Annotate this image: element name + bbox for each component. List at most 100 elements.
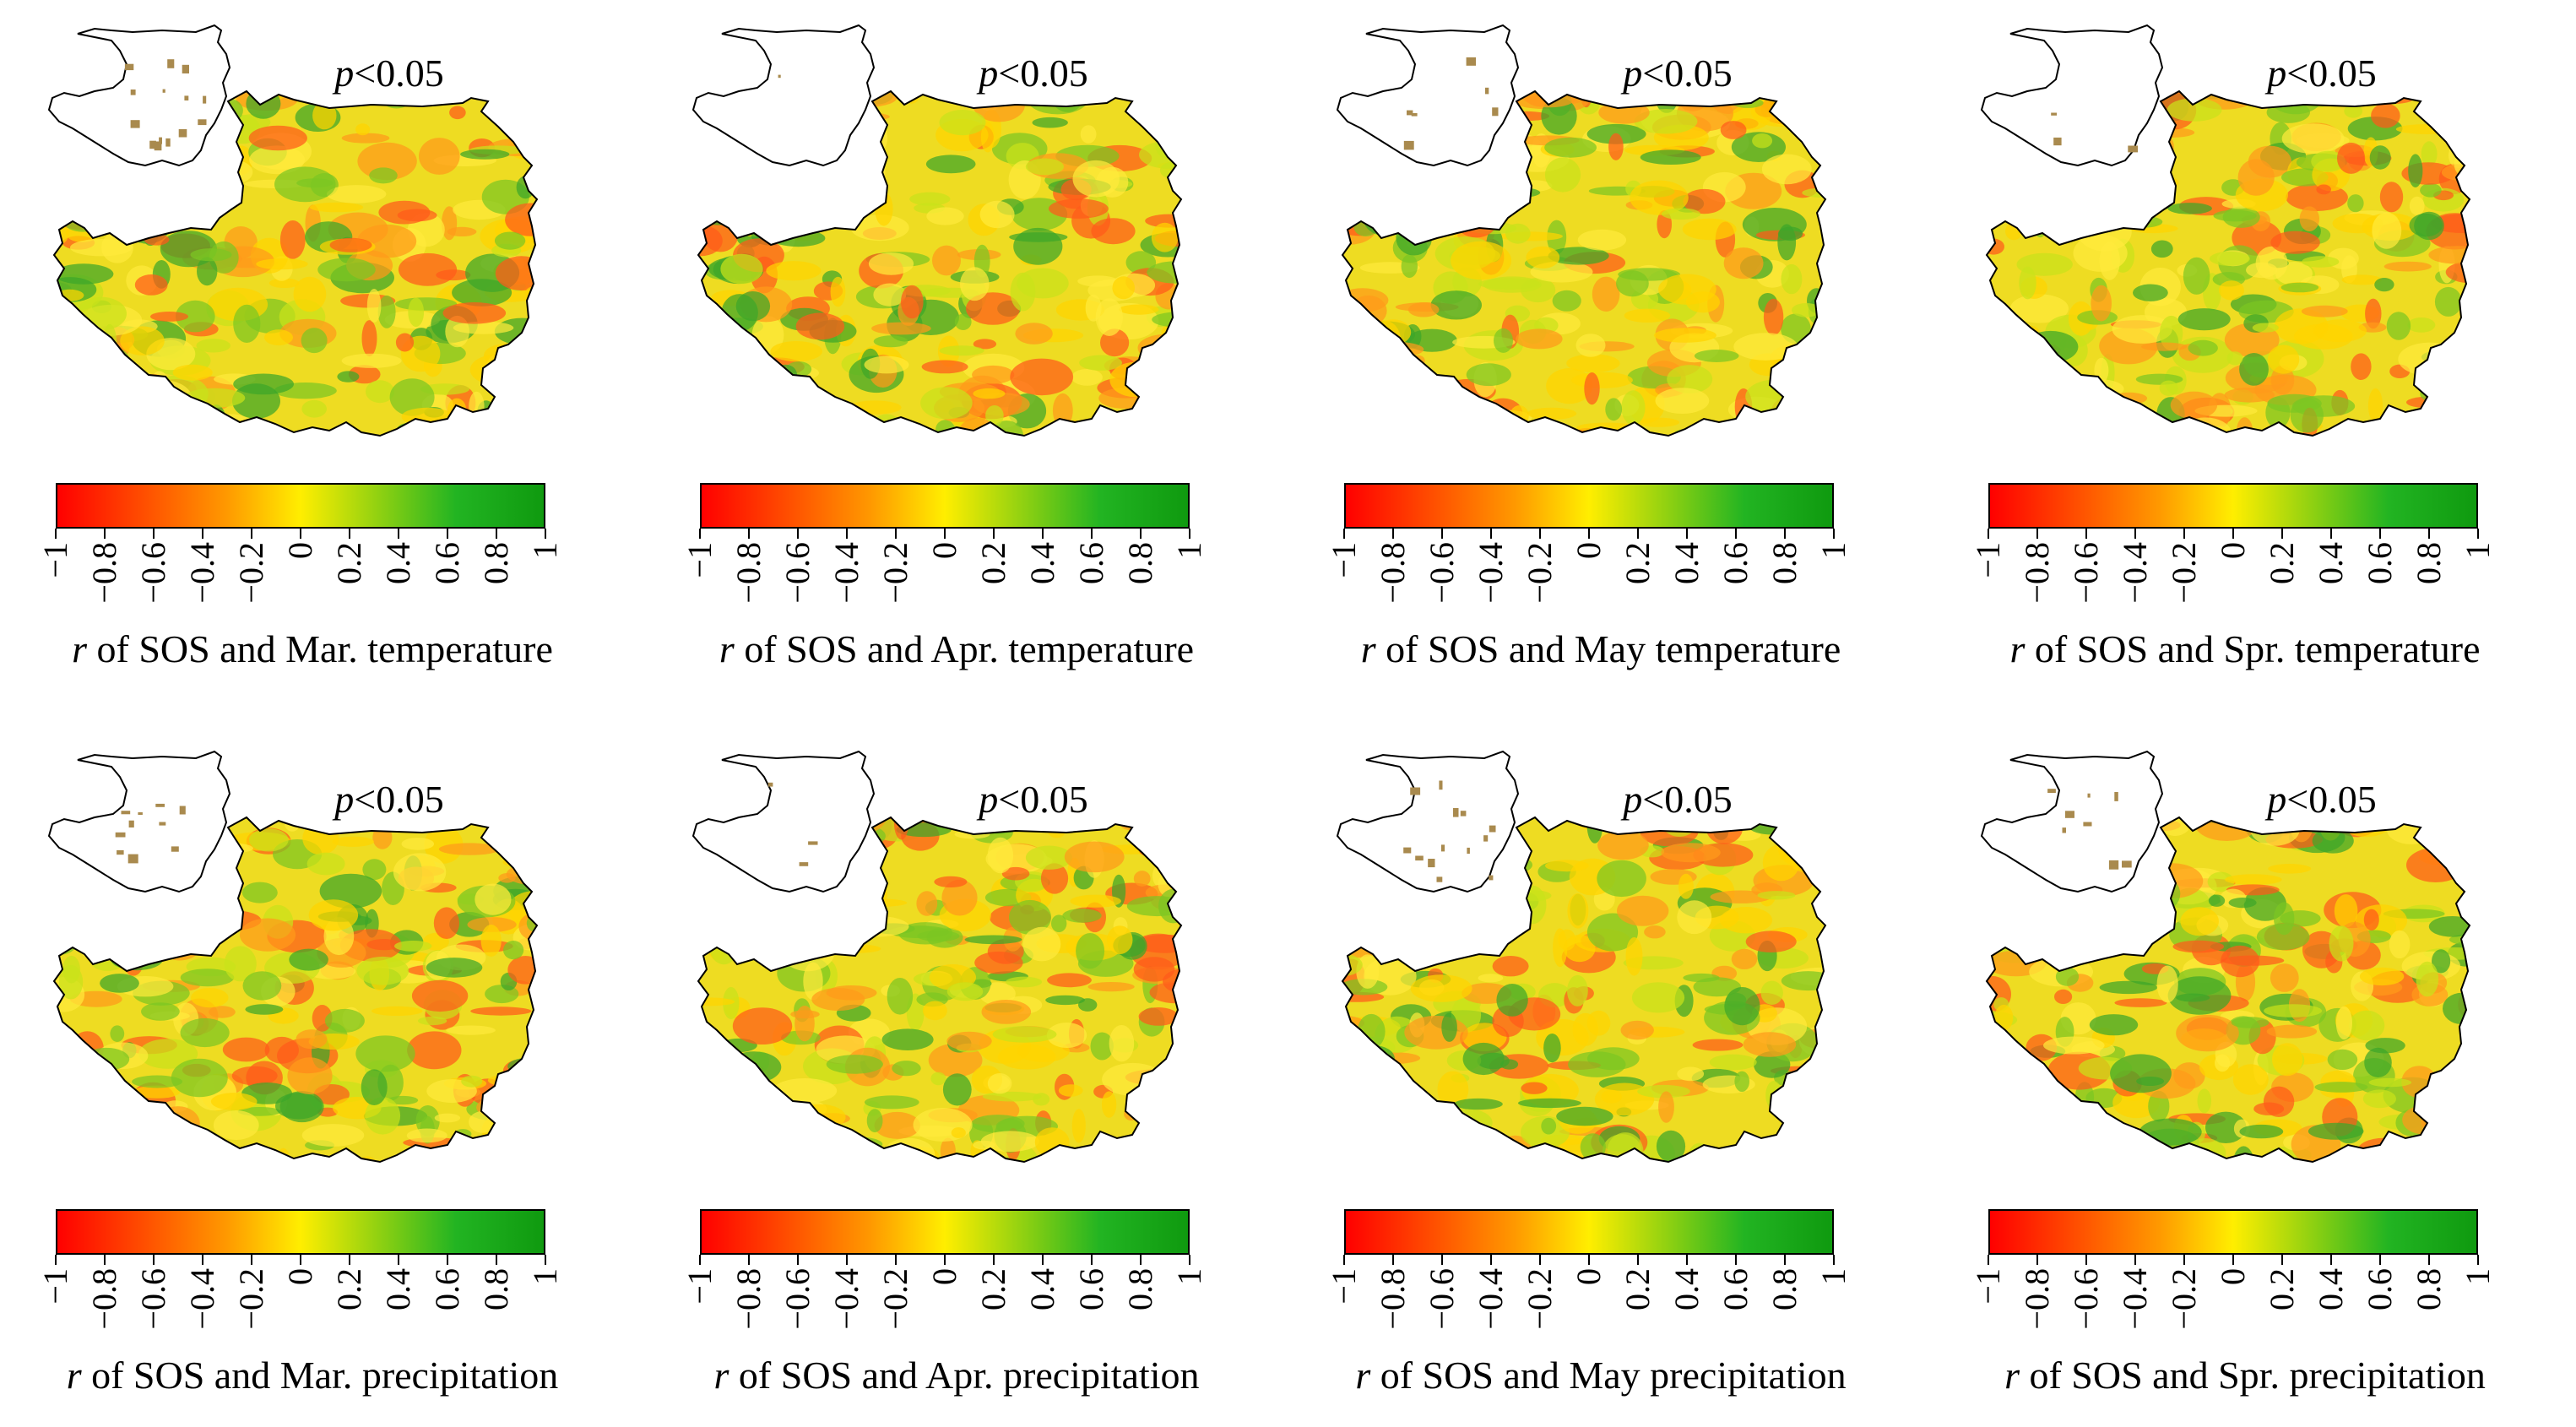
colorbar-tick-label: 0.6 [1716, 542, 1754, 584]
correlation-patch [1478, 278, 1540, 290]
significant-cell [799, 862, 809, 866]
correlation-patch [256, 258, 308, 270]
correlation-patch [54, 909, 73, 933]
correlation-patch [1782, 827, 1825, 859]
correlation-patch [1376, 187, 1417, 207]
correlation-patch [925, 155, 976, 174]
correlation-patch [2136, 1077, 2165, 1086]
map-panel: p<0.05 −1 −0.8 −0.6 −0.4 −0.2 0 0.2 0.4 0.6 0.8 1 r … [1314, 0, 1957, 701]
correlation-patch [377, 295, 396, 328]
correlation-patch [1762, 422, 1787, 436]
correlation-patch [302, 822, 339, 855]
correlation-patch [366, 380, 394, 404]
correlation-patch [2308, 1122, 2364, 1140]
correlation-patch [735, 291, 771, 322]
correlation-patch [704, 1152, 743, 1162]
correlation-map [1336, 24, 1827, 437]
correlation-patch [2167, 98, 2222, 122]
correlation-patch [1603, 1134, 1642, 1162]
correlation-patch [2099, 241, 2120, 280]
correlation-patch [2398, 342, 2461, 377]
correlation-patch [2135, 182, 2169, 198]
correlation-patch [1151, 222, 1179, 252]
correlation-patch [868, 252, 914, 275]
correlation-patch [973, 388, 1006, 399]
correlation-patch [1575, 334, 1606, 357]
correlation-patch [1580, 1133, 1606, 1161]
significant-cell [778, 74, 781, 79]
correlation-patch [1133, 957, 1175, 982]
correlation-patch [850, 214, 909, 241]
correlation-patch [489, 377, 512, 390]
correlation-patch [2453, 823, 2467, 838]
correlation-patch [475, 883, 512, 915]
correlation-patch [55, 289, 84, 301]
correlation-patch [1025, 158, 1064, 176]
correlation-patch [837, 877, 888, 911]
colorbar [700, 483, 1190, 529]
colorbar-tick-label: 0.8 [1765, 542, 1803, 584]
significant-cell [155, 803, 165, 807]
correlation-patch [378, 200, 431, 225]
significant-cell [154, 141, 162, 151]
correlation-patch [341, 133, 390, 144]
correlation-patch [1721, 417, 1783, 436]
correlation-patch [1780, 1147, 1814, 1162]
correlation-patch [980, 1131, 1039, 1152]
correlation-patch [1454, 1098, 1503, 1110]
correlation-patch [740, 1131, 779, 1162]
correlation-patch [720, 924, 767, 947]
correlation-patch [2055, 967, 2080, 986]
correlation-patch [54, 915, 97, 947]
correlation-patch [530, 1012, 537, 1045]
correlation-patch [1441, 1012, 1457, 1042]
correlation-patch [973, 339, 997, 350]
correlation-patch [239, 918, 296, 952]
colorbar [56, 483, 545, 529]
correlation-patch [698, 911, 741, 937]
correlation-patch [172, 364, 213, 381]
correlation-patch [1779, 404, 1811, 436]
significant-cell [1489, 825, 1496, 833]
correlation-patch [2139, 1118, 2202, 1146]
correlation-patch [2219, 280, 2244, 301]
correlation-patch [1071, 1109, 1086, 1143]
correlation-patch [1661, 208, 1701, 220]
correlation-patch [2280, 282, 2319, 293]
correlation-patch [698, 882, 734, 914]
correlation-patch [407, 1031, 462, 1070]
correlation-patch [1406, 1130, 1456, 1153]
correlation-patch [916, 891, 938, 916]
correlation-patch [934, 876, 968, 887]
correlation-patch [1161, 1080, 1181, 1109]
correlation-patch [1724, 987, 1760, 1026]
correlation-patch [1342, 204, 1364, 214]
correlation-patch [145, 898, 171, 933]
correlation-patch [2431, 214, 2470, 234]
correlation-patch [438, 843, 500, 855]
correlation-patch [1079, 355, 1122, 371]
correlation-patch [1403, 1126, 1420, 1149]
correlation-patch [361, 1069, 388, 1105]
map-panel: p<0.05 −1 −0.8 −0.6 −0.4 −0.2 0 0.2 0.4 0.6 0.8 1 r … [1958, 726, 2576, 1427]
correlation-patch [54, 332, 68, 360]
correlation-patch [2329, 925, 2354, 962]
correlation-patch [2110, 1054, 2172, 1093]
correlation-patch [2213, 209, 2257, 222]
correlation-patch [867, 123, 888, 153]
correlation-patch [507, 1072, 527, 1082]
correlation-patch [1342, 920, 1365, 943]
correlation-patch [101, 1142, 161, 1162]
correlation-patch [356, 956, 409, 985]
map-panel: p<0.05 −1 −0.8 −0.6 −0.4 −0.2 0 0.2 0.4 0.6 0.8 1 r … [1314, 726, 1957, 1427]
colorbar-tick-label: 0.8 [477, 542, 515, 584]
correlation-patch [1071, 369, 1103, 386]
correlation-patch [1517, 1098, 1581, 1109]
correlation-patch [71, 1031, 104, 1066]
correlation-patch [73, 173, 89, 193]
correlation-patch [795, 312, 845, 340]
correlation-patch [1034, 1127, 1070, 1158]
correlation-patch [411, 979, 469, 1012]
correlation-patch [1361, 187, 1425, 215]
colorbar-tick-label: 0 [925, 542, 963, 559]
